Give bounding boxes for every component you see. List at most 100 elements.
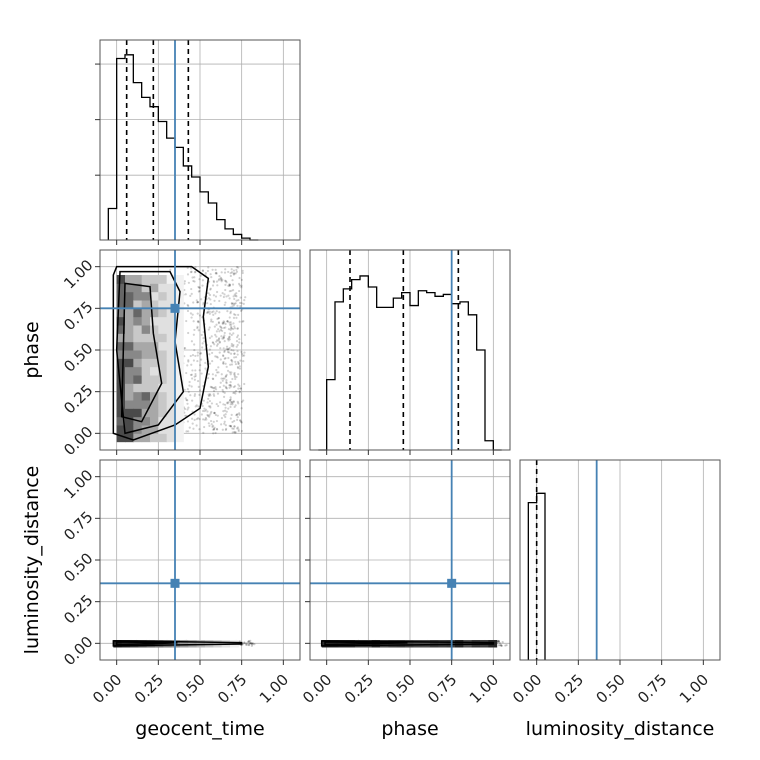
scatter-point: [213, 387, 216, 390]
scatter-point: [226, 320, 229, 323]
density-cell: [166, 433, 176, 443]
scatter-point: [184, 414, 187, 417]
scatter-point: [208, 399, 211, 403]
scatter-point: [223, 331, 226, 335]
scatter-point: [223, 422, 226, 425]
scatter-point: [238, 341, 241, 344]
density-cell: [158, 375, 168, 384]
scatter-point: [224, 375, 227, 378]
scatter-point: [233, 302, 236, 305]
scatter-point: [229, 381, 232, 384]
density-cell: [125, 316, 134, 326]
density-cell: [133, 366, 143, 376]
density-cell: [150, 325, 159, 334]
scatter-point: [226, 310, 229, 313]
scatter-point: [243, 333, 247, 337]
scatter-point: [210, 320, 213, 323]
scatter-point: [231, 403, 234, 406]
scatter-point: [225, 295, 228, 298]
scatter-point: [209, 288, 212, 291]
scatter-point: [187, 430, 190, 433]
scatter-point: [208, 326, 211, 329]
scatter-point: [222, 361, 225, 365]
y-tick-label: 0.25: [60, 381, 96, 417]
scatter-point: [227, 348, 230, 351]
density-cell: [133, 391, 143, 401]
density-cell: [133, 383, 143, 393]
scatter-point: [236, 343, 239, 347]
scatter-point: [207, 372, 211, 376]
scatter-point: [213, 426, 216, 429]
density-cell: [125, 375, 134, 384]
scatter-point: [189, 294, 192, 297]
scatter-point: [206, 302, 209, 305]
scatter-point: [223, 357, 226, 360]
scatter-point: [243, 354, 246, 357]
density-cell: [125, 400, 134, 409]
scatter-point: [197, 285, 200, 289]
scatter-point: [229, 398, 232, 401]
scatter-point: [205, 311, 209, 314]
scatter-point: [201, 284, 204, 287]
scatter-point: [191, 422, 194, 425]
scatter-point: [240, 302, 243, 305]
scatter-point: [219, 325, 222, 328]
scatter-point: [234, 272, 237, 275]
scatter-point: [186, 273, 190, 276]
scatter-point: [212, 341, 215, 344]
scatter-point: [230, 289, 233, 292]
scatter-point: [236, 365, 239, 369]
scatter-point: [222, 295, 225, 299]
scatter-point: [222, 403, 225, 406]
scatter-point: [214, 386, 217, 389]
scatter-point: [234, 313, 237, 317]
scatter-point: [238, 367, 242, 370]
scatter-point: [224, 301, 227, 304]
scatter-point: [209, 287, 212, 290]
scatter-point: [190, 316, 193, 319]
scatter-point: [218, 299, 221, 303]
scatter-point: [191, 313, 194, 316]
scatter-point: [222, 322, 225, 325]
density-cell: [175, 341, 184, 351]
scatter-point: [223, 350, 226, 354]
scatter-point: [203, 418, 206, 421]
scatter-point: [186, 364, 189, 367]
density-cell: [421, 640, 431, 648]
scatter-point: [212, 313, 215, 316]
scatter-point: [236, 327, 239, 330]
scatter-point: [211, 425, 214, 428]
scatter-point: [232, 427, 235, 430]
scatter-point: [224, 406, 227, 409]
scatter-point: [221, 322, 224, 325]
scatter-point: [223, 293, 226, 296]
scatter-point: [234, 362, 238, 366]
density-cell: [158, 275, 168, 284]
scatter-point: [233, 431, 237, 434]
scatter-point: [238, 413, 241, 416]
contour-inner: [115, 641, 178, 646]
density-cell: [125, 325, 134, 334]
scatter-point: [220, 327, 223, 330]
scatter-point: [198, 289, 201, 293]
scatter-point: [190, 363, 193, 366]
scatter-point: [210, 335, 213, 338]
scatter-point: [238, 384, 241, 388]
scatter-point: [237, 299, 240, 302]
scatter-point: [504, 644, 507, 647]
scatter-point: [217, 338, 221, 341]
scatter-point: [235, 299, 238, 302]
scatter-point: [230, 323, 233, 326]
density-cell: [133, 283, 143, 293]
scatter-point: [239, 359, 242, 362]
scatter-point: [204, 367, 207, 370]
scatter-point: [497, 640, 500, 643]
scatter-point: [214, 374, 217, 377]
scatter-point: [194, 369, 197, 372]
scatter-point: [210, 276, 213, 279]
scatter-point: [499, 644, 502, 647]
scatter-point: [231, 377, 234, 381]
density-cell: [116, 341, 126, 351]
scatter-point: [212, 279, 215, 283]
scatter-point: [247, 641, 250, 644]
